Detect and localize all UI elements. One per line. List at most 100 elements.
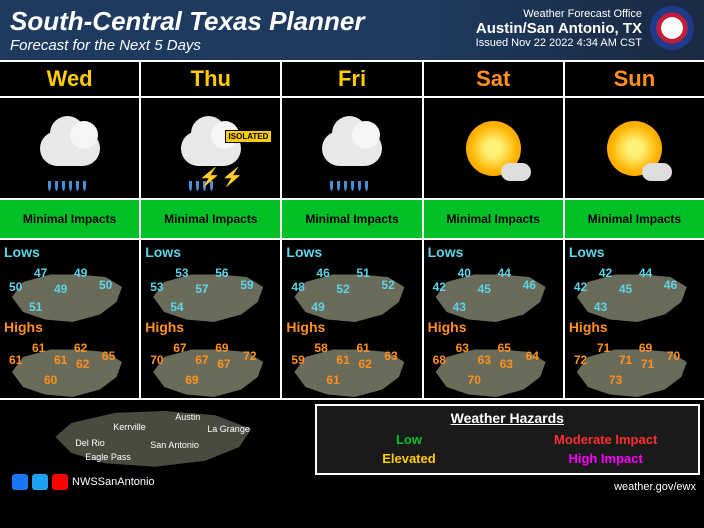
high-temp: 60 (44, 373, 57, 387)
high-temp: 58 (314, 341, 327, 355)
day-fri: Fri (282, 62, 421, 96)
low-temp: 47 (34, 266, 47, 280)
low-temp: 45 (478, 282, 491, 296)
low-temp: 51 (356, 266, 369, 280)
low-temp: 46 (523, 278, 536, 292)
day-sat: Sat (424, 62, 563, 96)
high-temp: 61 (336, 353, 349, 367)
impact-cell: Minimal Impacts (282, 200, 423, 240)
sun-icon (466, 121, 521, 176)
high-temp: 62 (358, 357, 371, 371)
impact-cell: Minimal Impacts (565, 200, 704, 240)
weather-icon-sat (424, 98, 565, 200)
city-lagrange: La Grange (207, 424, 250, 434)
day-wed: Wed (0, 62, 139, 96)
weather-icon-thu: ⚡⚡ISOLATED (141, 98, 282, 200)
city-eaglepass: Eagle Pass (85, 452, 131, 462)
high-temp: 67 (173, 341, 186, 355)
city-delrio: Del Rio (75, 438, 105, 448)
high-temp: 70 (468, 373, 481, 387)
youtube-icon[interactable] (52, 474, 68, 490)
twitter-icon[interactable] (32, 474, 48, 490)
low-temp: 56 (215, 266, 228, 280)
high-temp: 62 (74, 341, 87, 355)
low-temp: 52 (336, 282, 349, 296)
low-temp: 46 (664, 278, 677, 292)
temps-cell: Lows504749495051Highs61616162626560 (0, 240, 141, 398)
header: South-Central Texas Planner Forecast for… (0, 0, 704, 62)
weather-icon-wed (0, 98, 141, 200)
city-label: Austin/San Antonio, TX (476, 20, 642, 37)
high-temp: 59 (291, 353, 304, 367)
website-url: weather.gov/ewx (311, 479, 704, 495)
temps-cell: Lows424245444643Highs72717169717073 (565, 240, 704, 398)
rain-cloud-icon (40, 131, 100, 166)
low-temp: 42 (433, 280, 446, 294)
impact-cell: Minimal Impacts (141, 200, 282, 240)
temps-cell: Lows535357565954Highs70676769677269 (141, 240, 282, 398)
header-left: South-Central Texas Planner Forecast for… (10, 6, 364, 54)
day-sun: Sun (565, 62, 704, 96)
lows-label: Lows (286, 244, 417, 260)
temps-cell: Lows484652515249Highs59586161626361 (282, 240, 423, 398)
high-temp: 61 (326, 373, 339, 387)
impact-cell: Minimal Impacts (424, 200, 565, 240)
high-temp: 68 (433, 353, 446, 367)
issued-label: Issued Nov 22 2022 4:34 AM CST (476, 37, 642, 49)
high-temp: 70 (667, 349, 680, 363)
low-temp: 49 (74, 266, 87, 280)
low-temp: 43 (594, 300, 607, 314)
lows-label: Lows (569, 244, 700, 260)
temperatures-row: Lows504749495051Highs61616162626560Lows5… (0, 240, 704, 398)
lows-label: Lows (145, 244, 276, 260)
rain-cloud-icon (322, 131, 382, 166)
high-temp: 62 (76, 357, 89, 371)
hazard-moderate: Moderate Impact (517, 432, 694, 447)
facebook-icon[interactable] (12, 474, 28, 490)
impacts-row: Minimal ImpactsMinimal ImpactsMinimal Im… (0, 200, 704, 240)
high-temp: 71 (597, 341, 610, 355)
low-temp: 42 (574, 280, 587, 294)
main-title: South-Central Texas Planner (10, 6, 364, 37)
high-temp: 61 (54, 353, 67, 367)
high-temp: 72 (243, 349, 256, 363)
day-names-row: WedThuFriSatSun (0, 62, 704, 98)
low-temp: 42 (599, 266, 612, 280)
city-kerrville: Kerrville (113, 422, 146, 432)
region-map: Kerrville Austin La Grange Del Rio San A… (55, 408, 255, 468)
high-temp: 64 (526, 349, 539, 363)
low-temp: 43 (453, 300, 466, 314)
high-temp: 69 (215, 341, 228, 355)
low-temp: 45 (619, 282, 632, 296)
subtitle: Forecast for the Next 5 Days (10, 37, 364, 54)
low-temp: 44 (639, 266, 652, 280)
hazards-title: Weather Hazards (321, 410, 694, 426)
high-temp: 61 (9, 353, 22, 367)
low-temp: 52 (381, 278, 394, 292)
weather-icons-row: ⚡⚡ISOLATED (0, 98, 704, 200)
city-austin: Austin (175, 412, 200, 422)
noaa-logo-icon (650, 6, 694, 50)
low-temp: 50 (9, 280, 22, 294)
low-temp: 50 (99, 278, 112, 292)
header-right: Weather Forecast Office Austin/San Anton… (476, 6, 694, 50)
city-sanantonio: San Antonio (150, 440, 199, 450)
hazard-elevated: Elevated (321, 451, 498, 466)
high-temp: 67 (217, 357, 230, 371)
low-temp: 59 (240, 278, 253, 292)
high-temp: 65 (498, 341, 511, 355)
low-temp: 54 (170, 300, 183, 314)
lows-label: Lows (428, 244, 559, 260)
sun-icon (607, 121, 662, 176)
high-temp: 72 (574, 353, 587, 367)
footer: Kerrville Austin La Grange Del Rio San A… (0, 398, 704, 495)
high-temp: 73 (609, 373, 622, 387)
high-temp: 61 (32, 341, 45, 355)
high-temp: 67 (195, 353, 208, 367)
low-temp: 44 (498, 266, 511, 280)
low-temp: 48 (291, 280, 304, 294)
hazard-high: High Impact (517, 451, 694, 466)
office-label: Weather Forecast Office (476, 8, 642, 20)
high-temp: 69 (185, 373, 198, 387)
impact-cell: Minimal Impacts (0, 200, 141, 240)
